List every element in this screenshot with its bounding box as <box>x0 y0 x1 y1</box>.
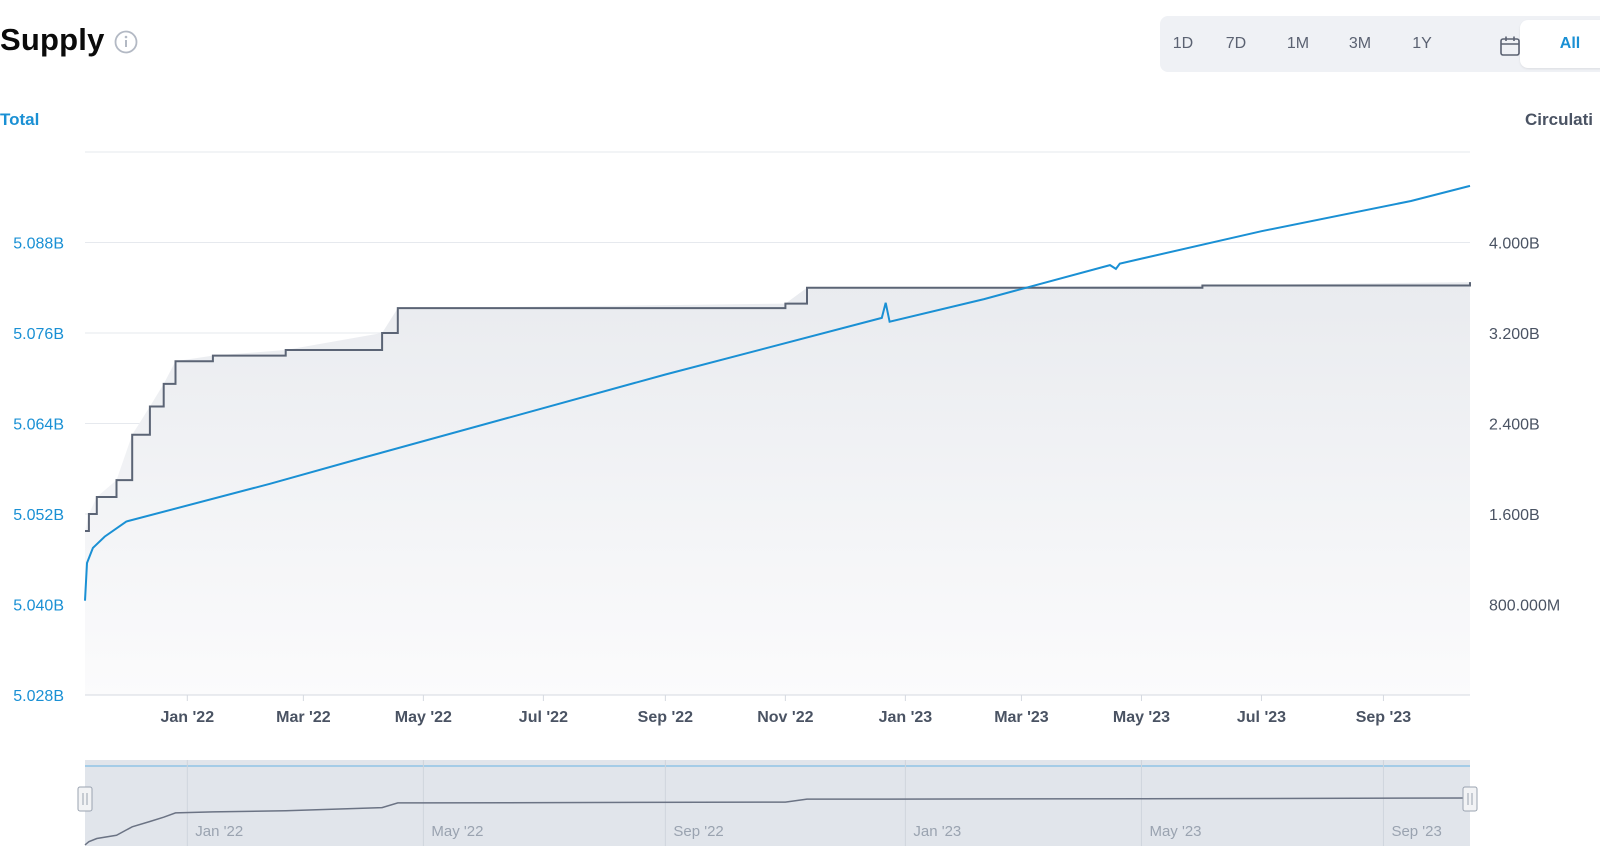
right-tick-label: 1.600B <box>1489 507 1540 524</box>
time-range-selector: 1D 7D 1M 3M 1Y All <box>1160 16 1600 72</box>
circulating-area <box>85 282 1470 695</box>
right-tick-label: 800.000M <box>1489 598 1560 615</box>
x-tick-label: Mar '23 <box>994 709 1049 726</box>
range-1m-button[interactable]: 1M <box>1286 35 1310 52</box>
range-7d-button[interactable]: 7D <box>1225 35 1247 52</box>
x-tick-label: Jul '23 <box>1237 709 1286 726</box>
left-tick-label: 5.052B <box>13 507 64 524</box>
x-tick-label: May '22 <box>395 709 452 726</box>
range-1d-button[interactable]: 1D <box>1172 35 1194 52</box>
left-tick-label: 5.076B <box>13 326 64 343</box>
x-tick-label: May '23 <box>1113 709 1170 726</box>
navigator-circulating-line <box>84 797 1471 846</box>
navigator-tick-label: Jan '22 <box>195 823 243 840</box>
right-tick-label: 4.000B <box>1489 236 1540 253</box>
x-tick-label: Jul '22 <box>519 709 568 726</box>
navigator-tick-label: Sep '23 <box>1391 823 1441 840</box>
right-tick-label: 3.200B <box>1489 326 1540 343</box>
navigator-tick-label: Jan '23 <box>913 823 961 840</box>
page-title: Supply <box>0 22 105 57</box>
navigator-tick-label: May '22 <box>431 823 483 840</box>
navigator-tick-label: May '23 <box>1149 823 1201 840</box>
x-tick-label: Jan '23 <box>879 709 933 726</box>
total-supply-line <box>84 184 1471 601</box>
circulating-supply-line <box>85 282 1471 532</box>
range-all-button[interactable]: All <box>1520 20 1600 68</box>
left-axis-title: Total <box>0 110 40 129</box>
range-1y-button[interactable]: 1Y <box>1412 35 1432 52</box>
x-tick-label: Mar '22 <box>276 709 331 726</box>
x-tick-label: Sep '23 <box>1356 709 1411 726</box>
right-axis-title: Circulati <box>1525 110 1594 129</box>
x-tick-label: Jan '22 <box>160 709 214 726</box>
calendar-icon[interactable] <box>1499 35 1521 62</box>
x-tick-label: Sep '22 <box>638 709 693 726</box>
navigator-left-handle-icon[interactable] <box>77 786 93 812</box>
left-tick-label: 5.088B <box>13 236 64 253</box>
left-tick-label: 5.028B <box>13 688 64 705</box>
navigator-right-handle-icon[interactable] <box>1462 786 1478 812</box>
info-circle-icon[interactable] <box>114 30 138 59</box>
left-tick-label: 5.064B <box>13 417 64 434</box>
left-tick-label: 5.040B <box>13 598 64 615</box>
right-tick-label: 2.400B <box>1489 417 1540 434</box>
navigator-tick-label: Sep '22 <box>673 823 723 840</box>
x-tick-label: Nov '22 <box>757 709 813 726</box>
range-3m-button[interactable]: 3M <box>1348 35 1372 52</box>
navigator-selection[interactable] <box>85 760 1470 846</box>
